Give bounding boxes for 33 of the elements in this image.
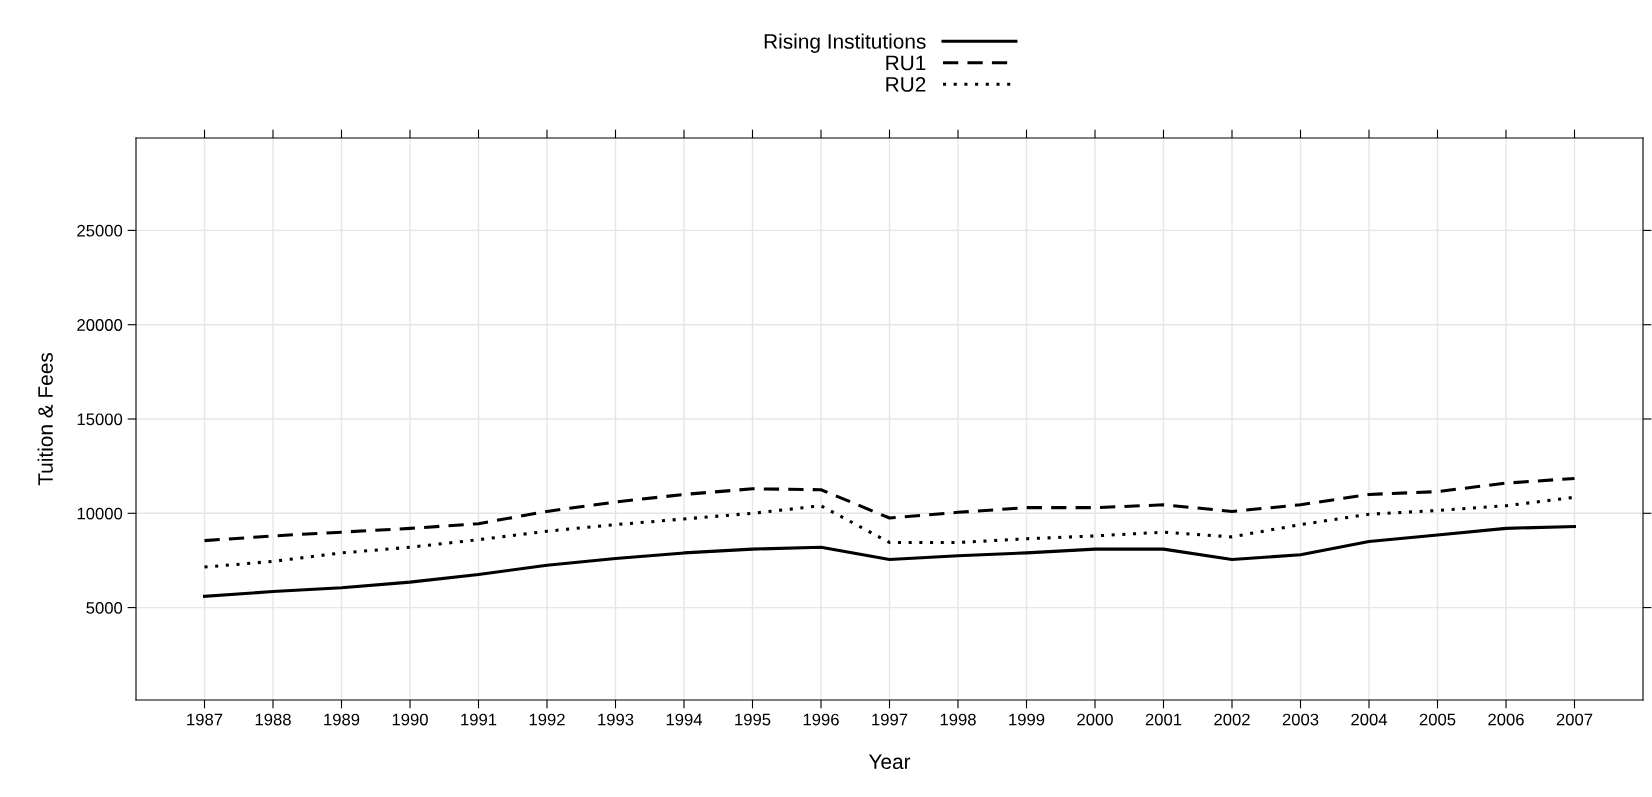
x-tick-label: 2005	[1419, 713, 1456, 726]
line-series	[202, 476, 1577, 543]
x-tick-label: 1990	[392, 713, 428, 726]
y-axis-title: Tuition & Fees	[37, 352, 53, 486]
legend-label: Rising Institutions	[764, 33, 926, 53]
y-tick-label: 25000	[77, 224, 123, 237]
x-tick-label: 2007	[1556, 713, 1593, 726]
x-tick-label: 2004	[1351, 713, 1388, 726]
x-tick-label: 1995	[735, 713, 771, 726]
x-axis-title: Year	[868, 754, 911, 770]
x-tick-label: 1994	[666, 713, 703, 726]
x-tick-label: 1993	[598, 713, 634, 726]
x-tick-label: 2000	[1077, 713, 1113, 726]
legend-label: RU1	[886, 55, 926, 71]
line-series	[202, 524, 1577, 598]
y-tick-label: 15000	[77, 413, 123, 426]
x-tick-label: 1991	[461, 713, 497, 726]
x-tick-label: 1997	[872, 713, 908, 726]
x-tick-label: 1988	[255, 713, 291, 726]
x-tick-label: 2002	[1214, 713, 1250, 726]
x-tick-label: 1989	[324, 713, 360, 726]
x-tick-label: 1996	[803, 713, 839, 726]
x-tick-label: 1987	[187, 713, 223, 726]
x-tick-label: 2003	[1282, 713, 1319, 726]
x-tick-label: 2006	[1488, 713, 1524, 726]
y-tick-label: 5000	[86, 601, 123, 614]
x-tick-label: 2001	[1145, 713, 1182, 726]
y-tick-label: 20000	[77, 319, 123, 331]
legend-label: RU2	[886, 77, 926, 92]
x-tick-label: 1999	[1009, 713, 1045, 726]
x-tick-label: 1998	[940, 713, 976, 726]
x-tick-label: 1992	[529, 713, 565, 726]
y-tick-label: 10000	[77, 507, 123, 520]
